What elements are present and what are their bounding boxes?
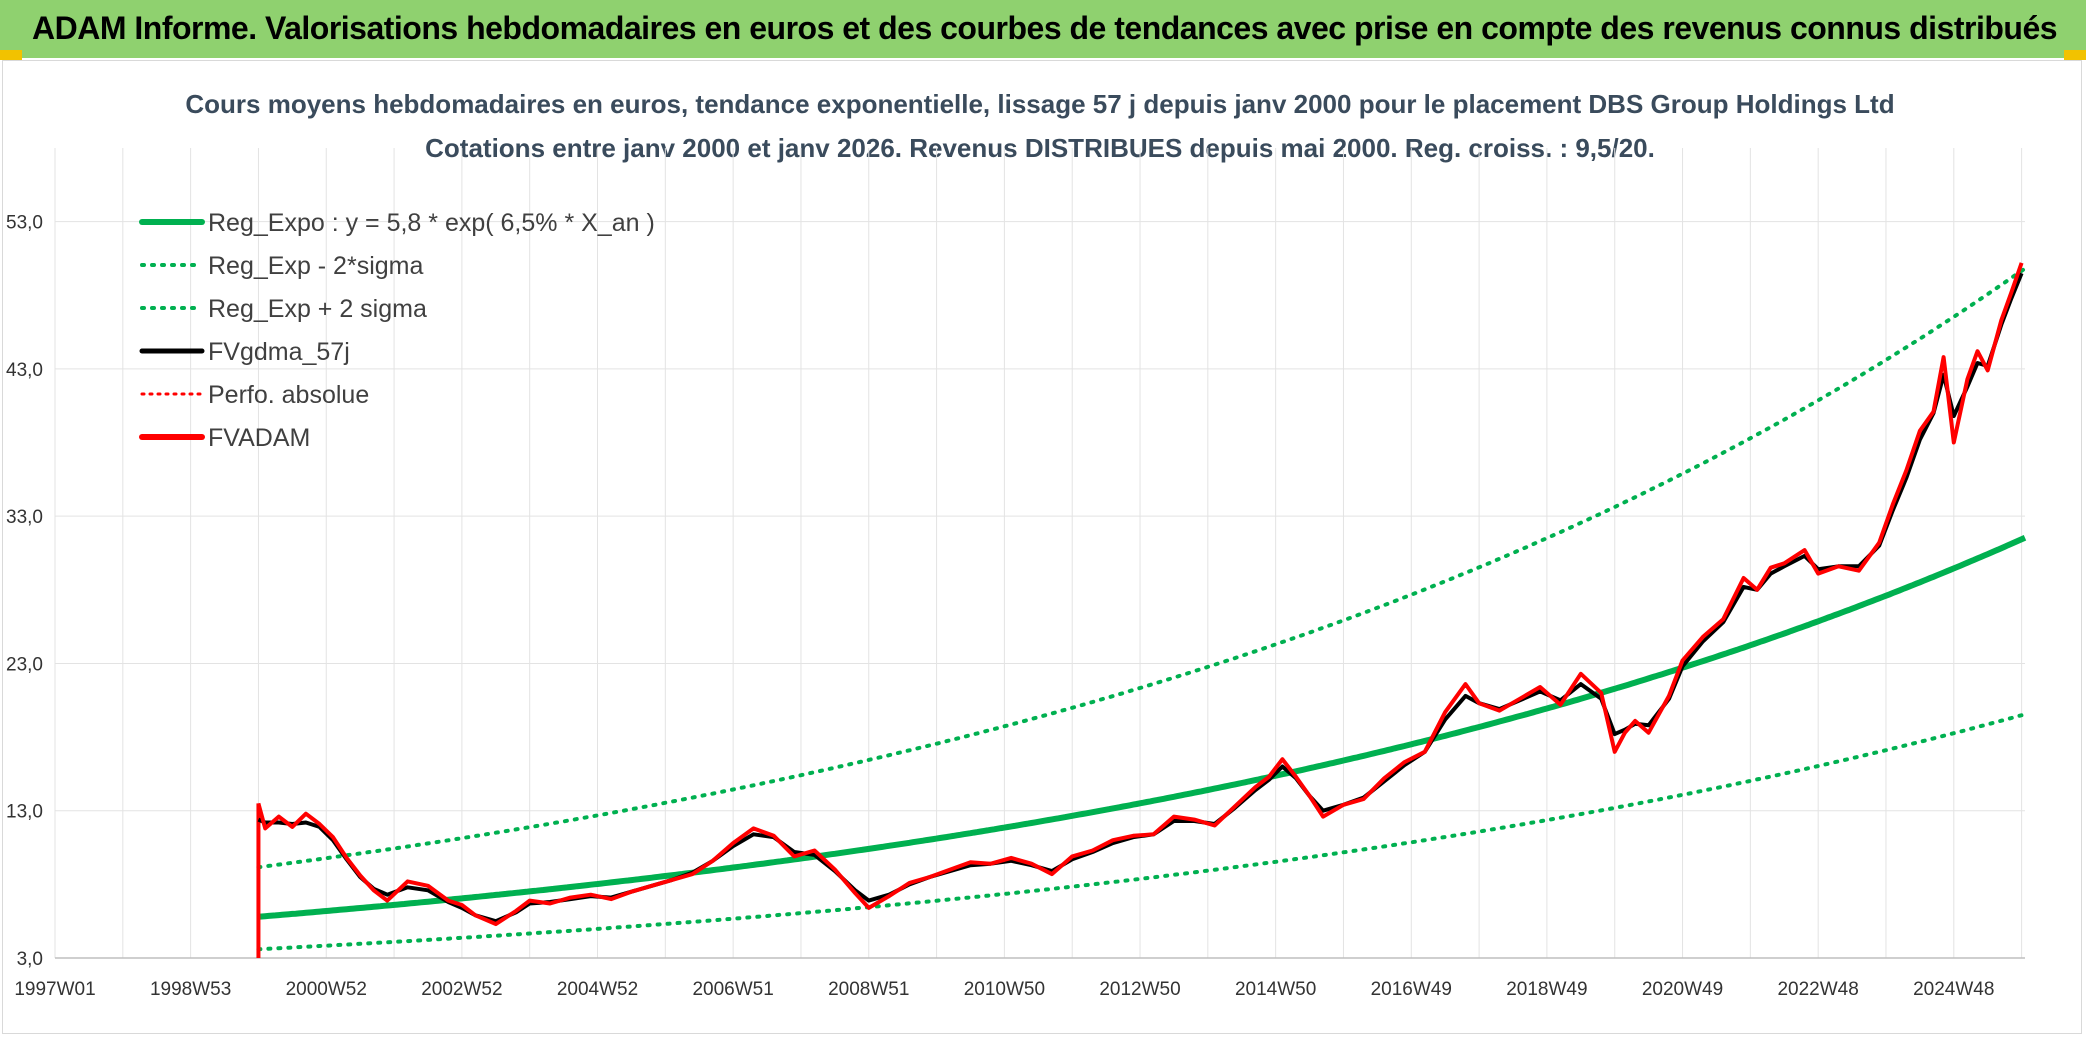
y-axis: 3,0 13,0 23,0 33,0 43,0 53,0 <box>6 213 43 970</box>
y-tick-label: 43,0 <box>6 360 43 381</box>
series-fvadam <box>256 262 2024 927</box>
x-tick-label: 2000W52 <box>286 979 367 1000</box>
y-tick-label: 33,0 <box>6 507 43 528</box>
x-tick-label: 2020W49 <box>1642 979 1723 1000</box>
legend-label: Reg_Expo : y = 5,8 * exp( 6,5% * X_an ) <box>208 209 655 237</box>
report-banner: ADAM Informe. Valorisations hebdomadaire… <box>0 0 2086 58</box>
x-tick-label: 2004W52 <box>557 979 638 1000</box>
x-tick-label: 2012W50 <box>1099 979 1180 1000</box>
legend-label: Perfo. absolue <box>208 381 369 409</box>
legend-label: Reg_Exp - 2*sigma <box>208 252 423 280</box>
x-tick-label: 2016W49 <box>1371 979 1452 1000</box>
x-tick-label: 2006W51 <box>692 979 773 1000</box>
series-reg-plus-2sigma <box>256 266 2027 870</box>
x-tick-label: 2022W48 <box>1777 979 1858 1000</box>
x-axis: 1997W01 1998W53 2000W52 2002W52 2004W52 2006W… <box>14 957 2025 1000</box>
x-tick-label: 2014W50 <box>1235 979 1316 1000</box>
x-tick-label: 2008W51 <box>828 979 909 1000</box>
y-tick-label: 53,0 <box>6 213 43 234</box>
chart-legend: Reg_Expo : y = 5,8 * exp( 6,5% * X_an ) R… <box>139 209 655 452</box>
chart-subtitle: Cotations entre janv 2000 et janv 2026. … <box>425 133 1655 163</box>
y-tick-label: 13,0 <box>6 802 43 823</box>
x-tick-label: 1998W53 <box>150 979 231 1000</box>
y-tick-label: 23,0 <box>6 654 43 675</box>
x-tick-label: 2010W50 <box>964 979 1045 1000</box>
chart-title: Cours moyens hebdomadaires en euros, ten… <box>185 89 1894 119</box>
series-reg-expo <box>258 535 2027 920</box>
legend-label: FVgdma_57j <box>208 338 350 366</box>
corner-marker-left <box>0 50 22 60</box>
legend-label: Reg_Exp + 2 sigma <box>208 295 427 323</box>
x-tick-label: 2018W49 <box>1506 979 1587 1000</box>
x-tick-label: 2024W48 <box>1913 979 1994 1000</box>
legend-label: FVADAM <box>208 424 310 452</box>
series-reg-minus-2sigma <box>256 712 2027 952</box>
chart-series <box>256 262 2027 958</box>
x-tick-label: 2002W52 <box>421 979 502 1000</box>
report-banner-title: ADAM Informe. Valorisations hebdomadaire… <box>32 10 2058 46</box>
corner-marker-right <box>2064 50 2086 60</box>
chart-frame <box>2 60 2082 1034</box>
y-tick-label: 3,0 <box>17 949 43 970</box>
x-tick-label: 1997W01 <box>14 979 95 1000</box>
